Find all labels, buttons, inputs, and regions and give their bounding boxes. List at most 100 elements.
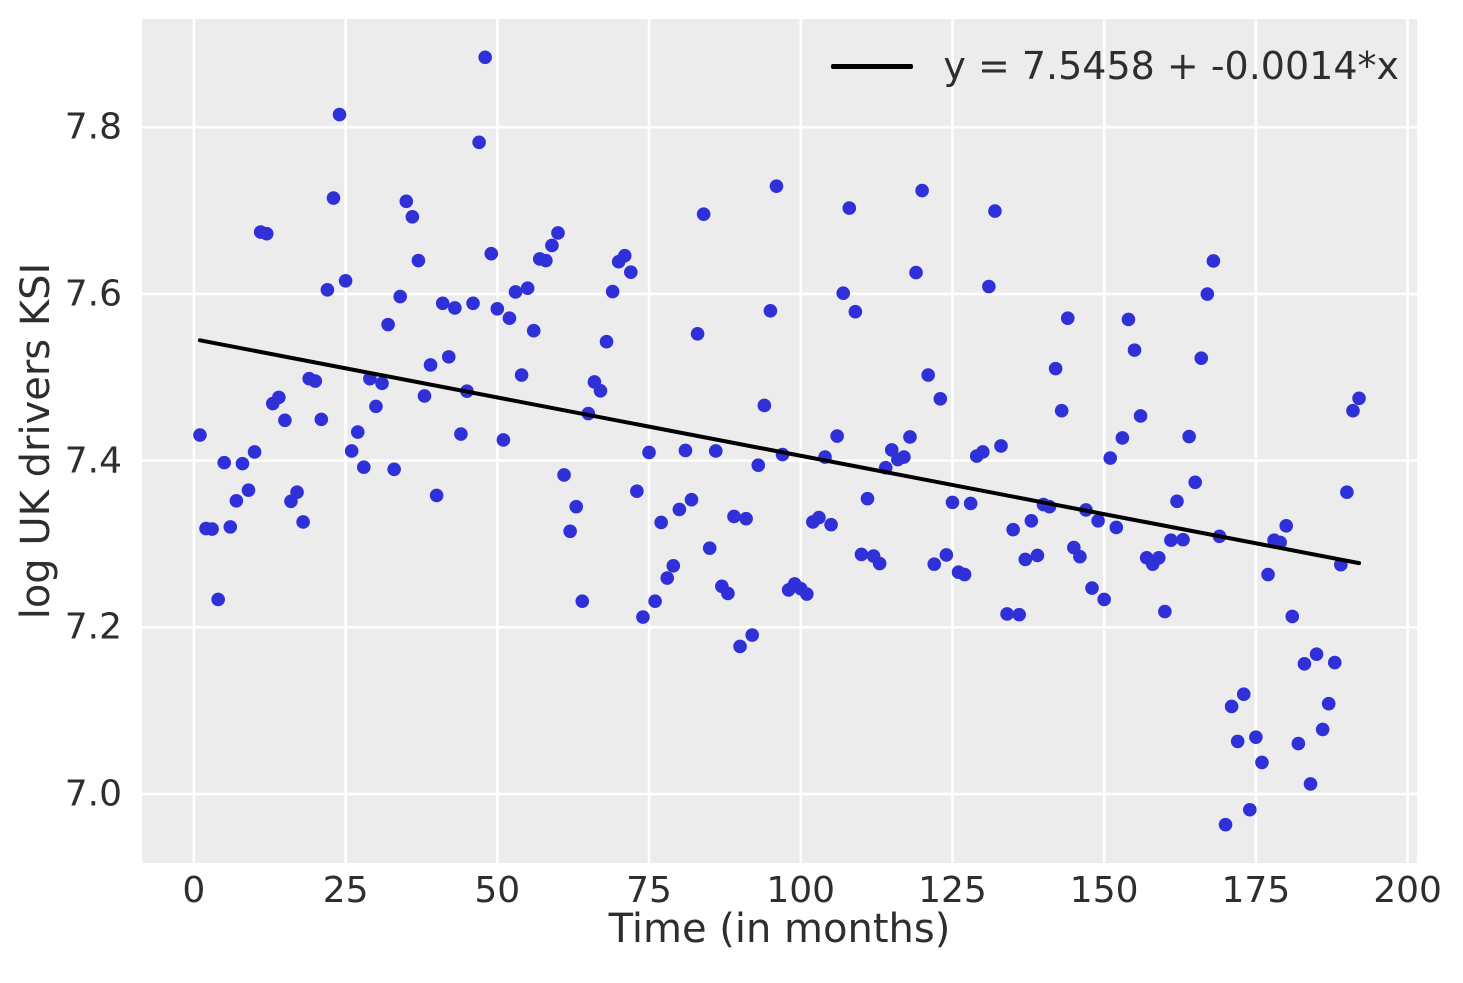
data-point xyxy=(229,493,244,508)
x-tick-label: 125 xyxy=(918,870,987,911)
data-point xyxy=(648,594,662,609)
data-point xyxy=(1327,655,1342,670)
data-point xyxy=(684,492,699,507)
data-point xyxy=(1303,777,1318,791)
data-point xyxy=(1291,736,1306,751)
data-point xyxy=(320,283,335,297)
data-point xyxy=(241,483,256,497)
data-point xyxy=(423,358,438,372)
data-point xyxy=(344,444,359,458)
data-point xyxy=(429,488,444,503)
data-point xyxy=(617,248,632,263)
data-point xyxy=(860,491,875,506)
data-point xyxy=(223,520,238,534)
data-point xyxy=(1121,312,1136,327)
x-tick-label: 50 xyxy=(474,870,521,911)
data-point xyxy=(514,368,529,382)
data-point xyxy=(945,495,960,510)
data-point xyxy=(1243,802,1257,817)
data-point xyxy=(727,509,741,524)
data-point xyxy=(769,179,784,193)
data-point xyxy=(708,444,723,458)
data-point xyxy=(235,456,250,471)
data-point xyxy=(259,226,274,241)
data-point xyxy=(672,502,687,517)
data-point xyxy=(1054,403,1069,418)
data-point xyxy=(357,460,371,475)
data-point xyxy=(557,468,571,482)
data-point xyxy=(1224,699,1239,714)
data-point xyxy=(751,458,766,473)
data-point xyxy=(690,326,705,341)
data-point xyxy=(1315,722,1330,737)
legend-line-swatch xyxy=(831,63,914,69)
data-point xyxy=(296,515,310,529)
data-point xyxy=(1182,429,1196,444)
x-axis-label: Time (in months) xyxy=(608,906,951,952)
data-point xyxy=(1352,391,1366,406)
data-point xyxy=(545,238,559,253)
data-point xyxy=(484,246,499,261)
data-point xyxy=(654,515,668,530)
data-point xyxy=(496,433,511,447)
data-point xyxy=(1060,311,1075,325)
data-point xyxy=(897,450,911,464)
data-point xyxy=(1103,451,1118,465)
data-point xyxy=(369,399,383,414)
data-point xyxy=(733,639,747,654)
data-point xyxy=(332,107,347,122)
legend: y = 7.5458 + -0.0014*x xyxy=(831,44,1399,88)
data-point xyxy=(1188,475,1202,490)
data-point xyxy=(338,273,353,288)
data-point xyxy=(1018,552,1033,567)
data-point xyxy=(569,499,584,514)
data-point xyxy=(217,455,232,470)
data-point xyxy=(599,334,614,349)
data-point xyxy=(800,587,814,601)
data-point xyxy=(375,376,389,391)
data-point xyxy=(539,253,553,268)
data-point xyxy=(350,425,365,439)
data-point xyxy=(393,289,408,304)
data-point xyxy=(642,445,656,460)
data-point xyxy=(1279,519,1294,533)
data-point xyxy=(466,296,480,311)
data-point xyxy=(1206,254,1221,268)
data-point xyxy=(441,350,456,364)
data-point xyxy=(1170,494,1184,509)
data-point xyxy=(193,428,207,442)
data-point xyxy=(884,443,899,457)
data-point xyxy=(854,547,869,562)
data-point xyxy=(1321,696,1336,711)
data-point xyxy=(982,279,996,294)
data-point xyxy=(757,398,772,413)
x-tick-label: 25 xyxy=(322,870,369,911)
data-point xyxy=(272,390,286,405)
data-point xyxy=(903,430,917,444)
data-point xyxy=(975,445,990,459)
data-point xyxy=(702,541,717,555)
data-point xyxy=(915,183,929,198)
data-point xyxy=(939,548,954,562)
data-point xyxy=(872,556,887,571)
data-point xyxy=(1285,609,1300,624)
data-point xyxy=(1230,734,1245,749)
data-point xyxy=(848,304,863,319)
data-point xyxy=(472,135,486,150)
x-tick-label: 75 xyxy=(626,870,672,911)
data-point xyxy=(666,559,681,573)
x-tick-label: 175 xyxy=(1221,870,1291,911)
regression-line xyxy=(197,338,1362,566)
data-point xyxy=(1133,409,1148,423)
data-point xyxy=(1194,351,1209,366)
data-point xyxy=(526,323,541,338)
data-point xyxy=(630,484,644,499)
data-point xyxy=(1006,522,1020,537)
data-point xyxy=(435,296,450,311)
data-point xyxy=(836,286,851,300)
data-point xyxy=(508,285,523,299)
data-point xyxy=(417,389,432,403)
data-point xyxy=(308,374,323,388)
